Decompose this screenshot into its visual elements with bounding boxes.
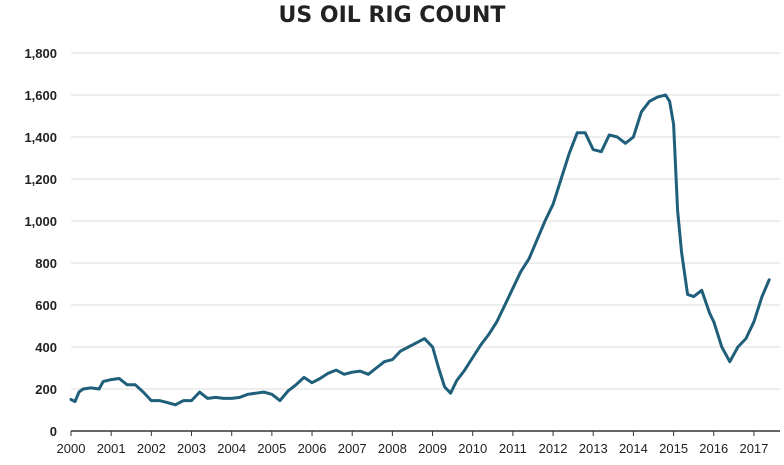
y-tick-label: 600 [35, 298, 57, 313]
x-tick-label: 2009 [418, 441, 447, 456]
y-tick-label: 0 [50, 424, 57, 439]
x-tick-label: 2013 [579, 441, 608, 456]
x-tick-label: 2015 [659, 441, 688, 456]
x-tick-label: 2011 [499, 441, 527, 456]
x-tick-label: 2008 [378, 441, 407, 456]
x-tick-label: 2005 [257, 441, 286, 456]
x-tick-label: 2002 [137, 441, 166, 456]
x-tick-label: 2012 [539, 441, 568, 456]
y-tick-label: 800 [35, 256, 57, 271]
x-tick-label: 2001 [97, 441, 126, 456]
y-tick-label: 1,000 [24, 214, 57, 229]
x-tick-label: 2004 [217, 441, 246, 456]
x-tick-label: 2006 [298, 441, 327, 456]
series-line [69, 93, 771, 407]
chart-title: US OIL RIG COUNT [278, 3, 506, 28]
x-tick-label: 2016 [699, 441, 728, 456]
y-tick-label: 400 [35, 340, 57, 355]
x-tick-label: 2007 [338, 441, 367, 456]
y-tick-label: 1,400 [24, 130, 57, 145]
x-tick-label: 2003 [177, 441, 206, 456]
x-tick-label: 2017 [739, 441, 768, 456]
y-tick-label: 1,800 [24, 46, 57, 61]
x-tick-label: 2010 [458, 441, 487, 456]
y-tick-label: 200 [35, 382, 57, 397]
y-tick-label: 1,600 [24, 88, 57, 103]
x-tick-label: 2000 [57, 441, 86, 456]
y-tick-label: 1,200 [24, 172, 57, 187]
x-tick-label: 2014 [619, 441, 648, 456]
